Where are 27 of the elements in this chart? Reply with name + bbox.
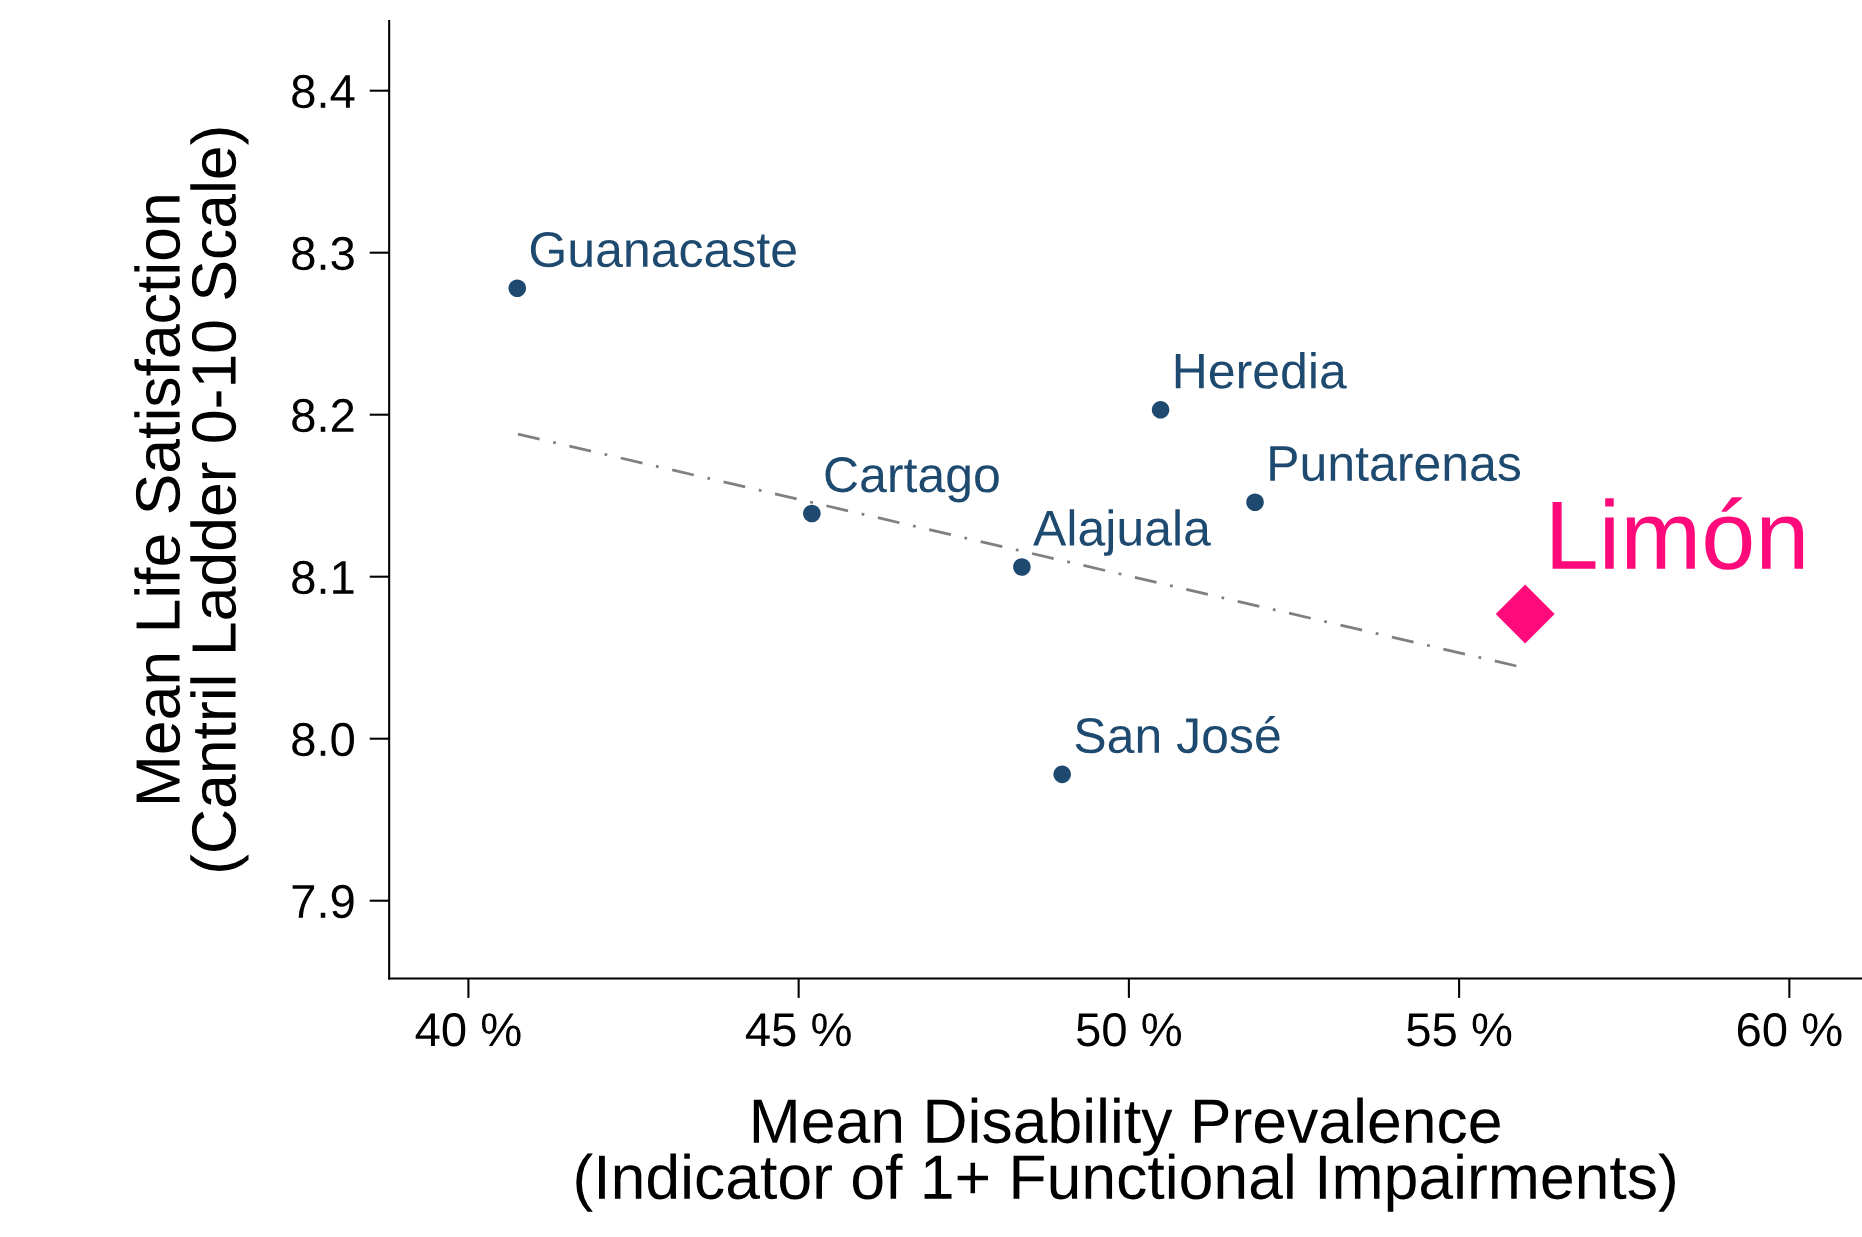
x-axis-title: Mean Disability Prevalence (Indicator of 1+ Functional Impairments) [576, 1097, 1675, 1212]
annotation: Heredia [1175, 352, 1347, 389]
y-axis-title: Mean Life Satisfaction (Cantril Ladder 0-10 Scale) [134, 128, 249, 872]
annotation: Cartago [825, 457, 999, 503]
point [1246, 493, 1264, 511]
annotation: Alajuala [1033, 509, 1211, 556]
y-tick-label: 8.0 [292, 722, 354, 757]
x-tick-label: 60 % [1737, 1013, 1842, 1047]
y-tick-label: 8.3 [292, 236, 354, 271]
annotation: Limón [1552, 497, 1804, 570]
y-tick-label: 8.2 [292, 398, 354, 433]
x-tick-label: 45 % [745, 1013, 851, 1047]
annotation: San José [1075, 716, 1280, 754]
annotation: Puntarenas [1270, 446, 1521, 482]
y-tick-label: 7.9 [292, 884, 354, 919]
annotation: Guanacaste [530, 231, 796, 268]
y-tick-label: 8.1 [292, 560, 354, 595]
point [1013, 558, 1031, 576]
x-tick-label: 55 % [1407, 1013, 1512, 1047]
x-tick-label: 50 % [1076, 1013, 1182, 1047]
point [1495, 584, 1555, 644]
y-tick-label: 8.4 [292, 74, 355, 109]
x-tick-label: 40 % [415, 1013, 521, 1047]
point [803, 504, 821, 523]
point [508, 279, 527, 298]
point [1053, 765, 1071, 784]
point [1151, 401, 1170, 419]
